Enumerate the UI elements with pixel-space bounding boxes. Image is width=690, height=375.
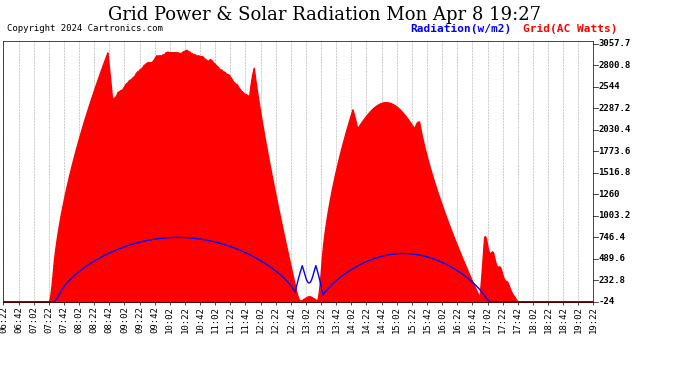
Text: 2800.8: 2800.8 — [598, 61, 631, 70]
Text: Radiation(w/m2): Radiation(w/m2) — [411, 24, 512, 34]
Text: 232.8: 232.8 — [598, 276, 625, 285]
Text: -24: -24 — [598, 297, 614, 306]
Text: 3057.7: 3057.7 — [598, 39, 631, 48]
Text: 2287.2: 2287.2 — [598, 104, 631, 113]
Text: 1773.6: 1773.6 — [598, 147, 631, 156]
Text: Copyright 2024 Cartronics.com: Copyright 2024 Cartronics.com — [7, 24, 163, 33]
Text: 746.4: 746.4 — [598, 233, 625, 242]
Text: Grid Power & Solar Radiation Mon Apr 8 19:27: Grid Power & Solar Radiation Mon Apr 8 1… — [108, 6, 541, 24]
Text: Grid(AC Watts): Grid(AC Watts) — [523, 24, 618, 34]
Text: 1003.2: 1003.2 — [598, 211, 631, 220]
Text: 2544: 2544 — [598, 82, 620, 91]
Text: 1260: 1260 — [598, 190, 620, 199]
Text: 1516.8: 1516.8 — [598, 168, 631, 177]
Text: 489.6: 489.6 — [598, 254, 625, 263]
Text: 2030.4: 2030.4 — [598, 125, 631, 134]
